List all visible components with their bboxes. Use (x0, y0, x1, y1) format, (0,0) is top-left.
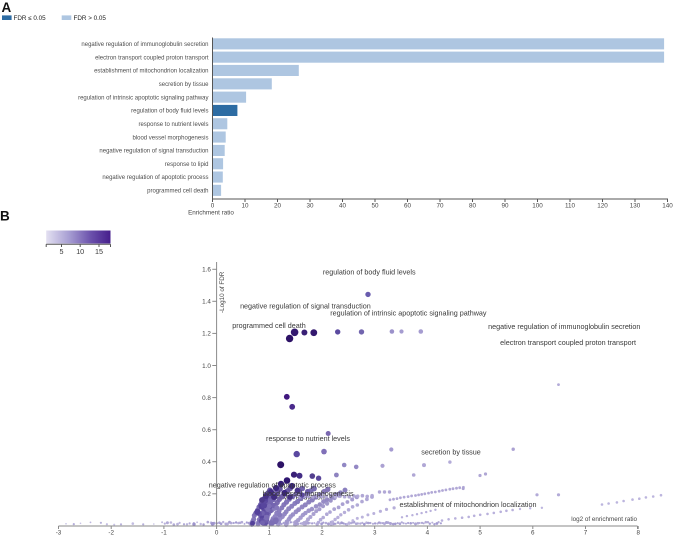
svg-text:1.6: 1.6 (202, 267, 211, 274)
svg-text:2: 2 (320, 530, 324, 537)
svg-text:140: 140 (662, 203, 673, 210)
svg-text:0.4: 0.4 (202, 459, 211, 466)
svg-text:-Log10 of FDR: -Log10 of FDR (219, 271, 226, 313)
svg-text:1.4: 1.4 (202, 299, 211, 306)
svg-text:-2: -2 (108, 530, 114, 537)
svg-text:0.2: 0.2 (202, 491, 211, 498)
svg-text:establishment of mitochondrion: establishment of mitochondrion localizat… (399, 500, 536, 509)
svg-text:120: 120 (597, 203, 608, 210)
svg-text:5: 5 (478, 530, 482, 537)
svg-text:20: 20 (274, 203, 282, 210)
svg-text:8: 8 (636, 530, 640, 537)
svg-text:programmed cell death: programmed cell death (232, 321, 306, 330)
svg-text:15: 15 (95, 247, 103, 256)
svg-text:programmed cell death: programmed cell death (147, 189, 208, 195)
svg-text:0.8: 0.8 (202, 395, 211, 402)
svg-text:secretion by tissue: secretion by tissue (421, 448, 481, 457)
svg-text:log2 of enrichment ratio: log2 of enrichment ratio (571, 516, 637, 523)
svg-text:1.0: 1.0 (202, 363, 211, 370)
svg-text:-1: -1 (161, 530, 167, 537)
svg-text:negative regulation of apoptot: negative regulation of apoptotic process (102, 175, 208, 181)
svg-text:negative regulation of immunog: negative regulation of immunoglobulin se… (81, 42, 208, 48)
svg-text:50: 50 (371, 203, 379, 210)
svg-text:blood vessel morphogenesis: blood vessel morphogenesis (132, 135, 208, 141)
svg-text:establishment of mitochondrion: establishment of mitochondrion localizat… (94, 69, 208, 75)
svg-text:electron transport coupled pro: electron transport coupled proton transp… (95, 55, 209, 61)
svg-text:90: 90 (501, 203, 509, 210)
svg-text:response to nutrient levels: response to nutrient levels (266, 434, 350, 443)
svg-text:40: 40 (339, 203, 347, 210)
svg-text:0: 0 (211, 203, 215, 210)
svg-text:regulation of body fluid level: regulation of body fluid levels (131, 109, 208, 115)
svg-text:blood vessel morphogenesis: blood vessel morphogenesis (262, 489, 354, 498)
svg-text:6: 6 (531, 530, 535, 537)
svg-text:negative regulation of signal: negative regulation of signal transducti… (99, 149, 208, 155)
svg-text:response to nutrient levels: response to nutrient levels (138, 122, 208, 128)
svg-text:100: 100 (532, 203, 543, 210)
svg-text:0.6: 0.6 (202, 427, 211, 434)
svg-text:1: 1 (268, 530, 272, 537)
svg-text:10: 10 (241, 203, 249, 210)
svg-text:10: 10 (76, 247, 84, 256)
svg-text:negative regulation of immunog: negative regulation of immunoglobulin se… (488, 322, 640, 331)
svg-text:-3: -3 (56, 530, 62, 537)
svg-text:80: 80 (469, 203, 477, 210)
svg-text:response to lipid: response to lipid (165, 162, 209, 168)
svg-text:4: 4 (426, 530, 430, 537)
svg-text:5: 5 (60, 247, 64, 256)
svg-text:FDR > 0.05: FDR > 0.05 (74, 15, 107, 22)
svg-text:regulation of body fluid level: regulation of body fluid levels (323, 268, 416, 277)
svg-text:Enrichment ratio: Enrichment ratio (188, 210, 234, 217)
svg-text:70: 70 (436, 203, 444, 210)
svg-text:A: A (2, 0, 12, 15)
svg-text:secretion by tissue: secretion by tissue (159, 82, 209, 88)
svg-text:7: 7 (584, 530, 588, 537)
svg-text:130: 130 (630, 203, 641, 210)
svg-text:electron transport coupled pro: electron transport coupled proton transp… (500, 338, 636, 347)
svg-text:B: B (0, 208, 10, 223)
svg-text:0: 0 (215, 530, 219, 537)
svg-text:60: 60 (404, 203, 412, 210)
svg-text:3: 3 (373, 530, 377, 537)
svg-text:30: 30 (306, 203, 314, 210)
svg-text:negative regulation of signal: negative regulation of signal transducti… (240, 301, 371, 310)
svg-text:regulation of intrinsic apopto: regulation of intrinsic apoptotic signal… (78, 95, 208, 101)
svg-text:FDR ≤ 0.05: FDR ≤ 0.05 (14, 15, 47, 22)
svg-text:negative regulation of apoptot: negative regulation of apoptotic process (209, 481, 336, 490)
svg-text:1.2: 1.2 (202, 331, 211, 338)
svg-text:regulation of intrinsic apopto: regulation of intrinsic apoptotic signal… (330, 309, 487, 318)
svg-text:110: 110 (565, 203, 576, 210)
